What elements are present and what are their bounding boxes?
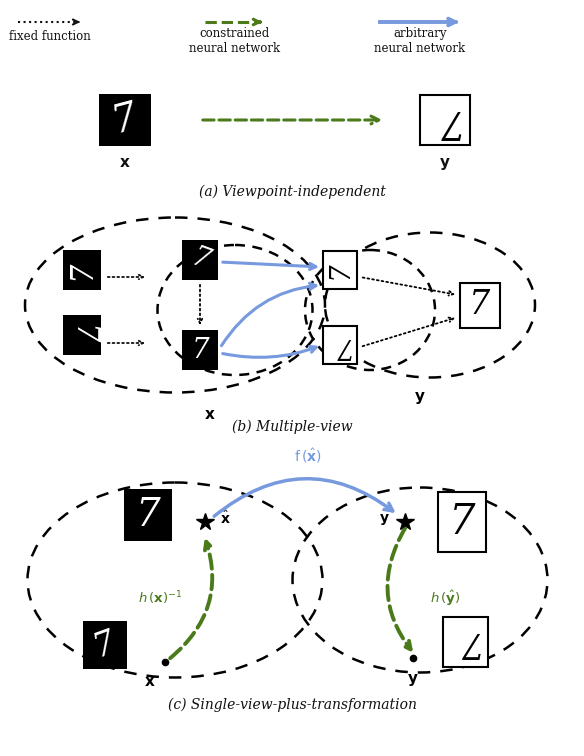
Text: 7: 7 xyxy=(108,99,142,141)
Text: 7: 7 xyxy=(67,325,98,345)
Text: 7: 7 xyxy=(470,289,491,321)
Text: 7: 7 xyxy=(191,336,209,364)
FancyBboxPatch shape xyxy=(83,621,127,669)
FancyBboxPatch shape xyxy=(438,492,486,552)
Text: $\mathbf{x}$: $\mathbf{x}$ xyxy=(119,156,131,170)
Text: 7: 7 xyxy=(454,625,477,659)
FancyBboxPatch shape xyxy=(443,617,488,667)
Text: $h\,(\hat{\mathbf{y}})$: $h\,(\hat{\mathbf{y}})$ xyxy=(430,588,460,608)
Text: $\mathbf{y}$: $\mathbf{y}$ xyxy=(414,390,426,406)
FancyBboxPatch shape xyxy=(420,95,470,145)
Text: 7: 7 xyxy=(135,497,161,534)
FancyBboxPatch shape xyxy=(323,326,357,364)
Text: $\mathrm{f}\,(\hat{\mathbf{x}})$: $\mathrm{f}\,(\hat{\mathbf{x}})$ xyxy=(294,447,322,465)
Text: $\mathbf{y}$: $\mathbf{y}$ xyxy=(439,156,451,172)
Text: 7: 7 xyxy=(449,501,475,543)
Text: $\hat{\mathbf{y}}$: $\hat{\mathbf{y}}$ xyxy=(379,508,390,528)
FancyBboxPatch shape xyxy=(460,283,500,327)
Text: $\mathbf{x}$: $\mathbf{x}$ xyxy=(144,675,156,689)
FancyBboxPatch shape xyxy=(182,330,218,370)
FancyBboxPatch shape xyxy=(63,315,101,355)
Text: $\hat{\mathbf{x}}$: $\hat{\mathbf{x}}$ xyxy=(220,510,231,527)
FancyBboxPatch shape xyxy=(99,94,151,146)
Text: $\mathbf{x}$: $\mathbf{x}$ xyxy=(204,408,216,422)
Text: 7: 7 xyxy=(326,261,353,279)
FancyBboxPatch shape xyxy=(182,240,218,280)
Text: (c) Single-view-plus-transformation: (c) Single-view-plus-transformation xyxy=(168,698,416,712)
Text: 7: 7 xyxy=(187,244,213,276)
Text: 7: 7 xyxy=(67,260,98,280)
FancyBboxPatch shape xyxy=(63,250,101,290)
Text: constrained
neural network: constrained neural network xyxy=(189,27,280,55)
Text: (b) Multiple-view: (b) Multiple-view xyxy=(232,420,352,435)
Text: arbitrary
neural network: arbitrary neural network xyxy=(374,27,465,55)
FancyBboxPatch shape xyxy=(124,489,172,541)
Text: (a) Viewpoint-independent: (a) Viewpoint-independent xyxy=(199,185,385,200)
FancyBboxPatch shape xyxy=(323,251,357,289)
Text: $h\,(\mathbf{x})^{-1}$: $h\,(\mathbf{x})^{-1}$ xyxy=(138,589,182,607)
Text: 7: 7 xyxy=(89,626,120,664)
Text: $\mathbf{y}$: $\mathbf{y}$ xyxy=(407,672,419,688)
Text: 7: 7 xyxy=(331,331,349,358)
Text: 7: 7 xyxy=(433,101,457,138)
Text: fixed function: fixed function xyxy=(9,30,91,43)
